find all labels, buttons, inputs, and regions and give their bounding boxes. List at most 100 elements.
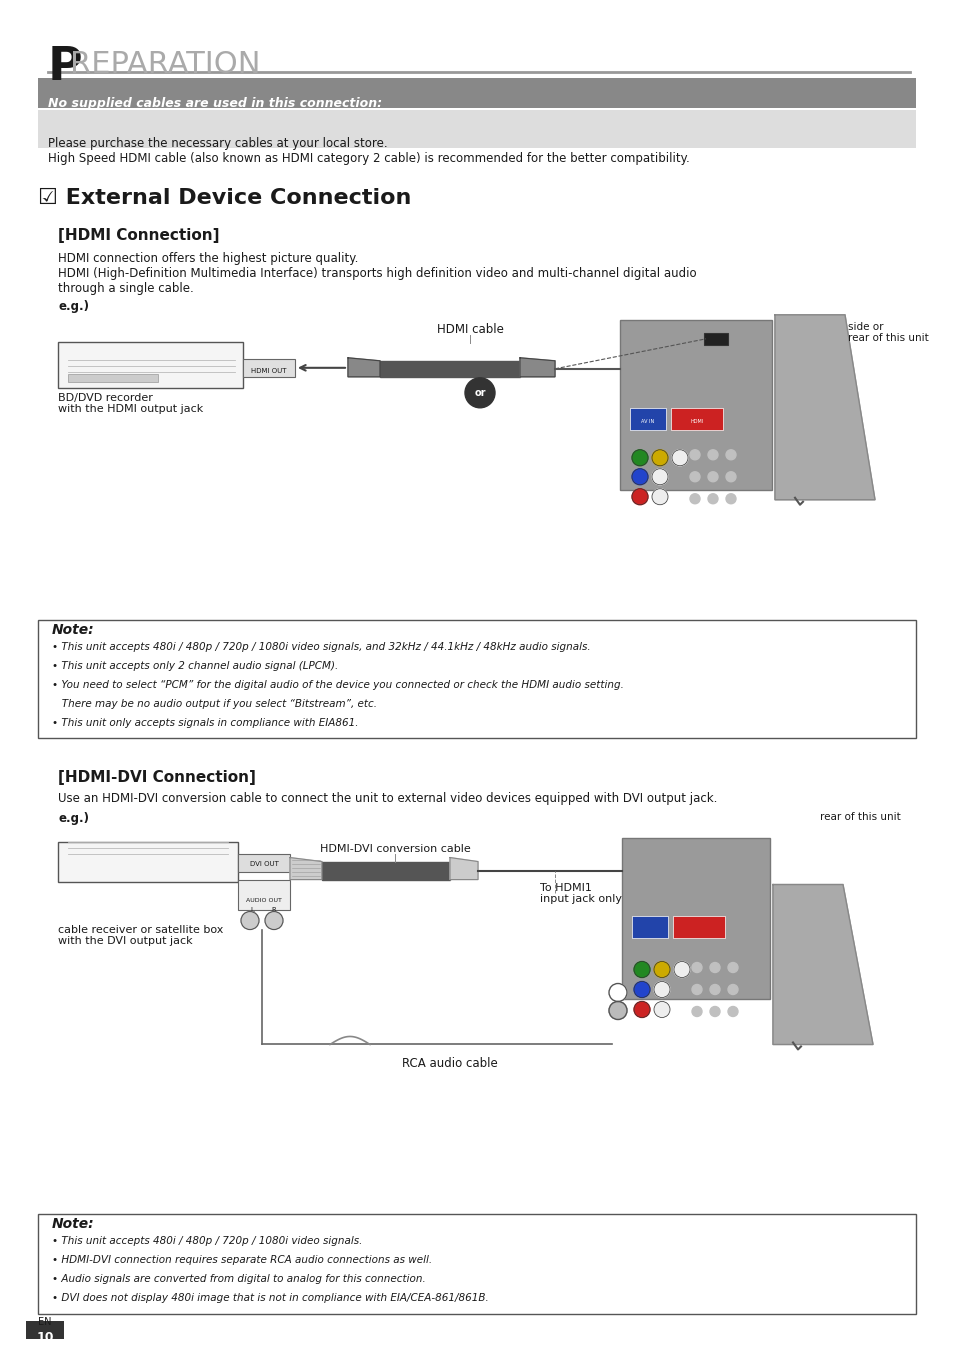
Text: 10: 10 xyxy=(36,1332,53,1344)
FancyBboxPatch shape xyxy=(243,359,294,377)
Circle shape xyxy=(689,493,700,504)
Circle shape xyxy=(265,911,283,930)
Circle shape xyxy=(725,472,735,481)
Circle shape xyxy=(673,961,689,977)
Text: [HDMI-DVI Connection]: [HDMI-DVI Connection] xyxy=(58,770,255,785)
Circle shape xyxy=(709,984,720,995)
Text: HDMI (High-Definition Multimedia Interface) transports high definition video and: HDMI (High-Definition Multimedia Interfa… xyxy=(58,267,696,280)
FancyBboxPatch shape xyxy=(38,620,915,737)
Text: • This unit accepts 480i / 480p / 720p / 1080i video signals.: • This unit accepts 480i / 480p / 720p /… xyxy=(52,1236,362,1247)
Text: Please purchase the necessary cables at your local store.: Please purchase the necessary cables at … xyxy=(48,137,387,150)
Polygon shape xyxy=(379,361,519,377)
Text: Note:: Note: xyxy=(52,623,94,636)
Circle shape xyxy=(727,984,738,995)
Text: e.g.): e.g.) xyxy=(58,299,89,313)
Polygon shape xyxy=(519,357,555,377)
Circle shape xyxy=(634,1002,649,1018)
Text: HDMI-DVI conversion cable: HDMI-DVI conversion cable xyxy=(319,844,470,853)
Circle shape xyxy=(631,489,647,504)
Text: Note:: Note: xyxy=(52,1217,94,1231)
FancyBboxPatch shape xyxy=(672,915,724,937)
Circle shape xyxy=(654,1002,669,1018)
Circle shape xyxy=(707,472,718,481)
Polygon shape xyxy=(450,857,477,879)
Text: HDMI cable: HDMI cable xyxy=(436,322,503,336)
FancyBboxPatch shape xyxy=(629,408,665,430)
FancyBboxPatch shape xyxy=(619,319,771,489)
Polygon shape xyxy=(772,884,872,1045)
Text: HDMI OUT: HDMI OUT xyxy=(251,368,287,373)
Text: AUDIO OUT: AUDIO OUT xyxy=(246,898,282,903)
FancyBboxPatch shape xyxy=(26,1321,64,1340)
FancyBboxPatch shape xyxy=(237,879,290,910)
Text: cable receiver or satellite box
with the DVI output jack: cable receiver or satellite box with the… xyxy=(58,925,223,946)
Circle shape xyxy=(631,469,647,485)
Circle shape xyxy=(654,981,669,998)
Text: rear of this unit: rear of this unit xyxy=(820,811,900,821)
FancyBboxPatch shape xyxy=(621,837,769,999)
Circle shape xyxy=(689,472,700,481)
FancyBboxPatch shape xyxy=(237,853,290,872)
Text: R: R xyxy=(272,907,276,913)
Text: RCA audio cable: RCA audio cable xyxy=(402,1057,497,1070)
Circle shape xyxy=(709,962,720,972)
Circle shape xyxy=(725,493,735,504)
Circle shape xyxy=(671,450,687,466)
Text: No supplied cables are used in this connection:: No supplied cables are used in this conn… xyxy=(48,97,382,111)
Circle shape xyxy=(727,962,738,972)
FancyBboxPatch shape xyxy=(631,915,667,937)
FancyBboxPatch shape xyxy=(58,841,237,882)
Text: There may be no audio output if you select “Bitstream”, etc.: There may be no audio output if you sele… xyxy=(52,698,376,709)
Polygon shape xyxy=(290,857,322,879)
FancyBboxPatch shape xyxy=(38,78,915,108)
Circle shape xyxy=(691,962,701,972)
Text: P: P xyxy=(48,44,83,90)
Text: • This unit only accepts signals in compliance with EIA861.: • This unit only accepts signals in comp… xyxy=(52,717,358,728)
FancyBboxPatch shape xyxy=(68,373,158,381)
Text: through a single cable.: through a single cable. xyxy=(58,282,193,295)
Circle shape xyxy=(608,984,626,1002)
Text: • Audio signals are converted from digital to analog for this connection.: • Audio signals are converted from digit… xyxy=(52,1274,425,1285)
Text: AV IN: AV IN xyxy=(640,419,654,423)
Circle shape xyxy=(631,450,647,466)
Text: • DVI does not display 480i image that is not in compliance with EIA/CEA-861/861: • DVI does not display 480i image that i… xyxy=(52,1293,488,1304)
Circle shape xyxy=(689,450,700,460)
Circle shape xyxy=(654,961,669,977)
Text: • HDMI-DVI connection requires separate RCA audio connections as well.: • HDMI-DVI connection requires separate … xyxy=(52,1255,432,1266)
Circle shape xyxy=(727,1007,738,1016)
Text: [HDMI Connection]: [HDMI Connection] xyxy=(58,228,219,243)
Circle shape xyxy=(707,450,718,460)
FancyBboxPatch shape xyxy=(38,111,915,148)
FancyBboxPatch shape xyxy=(38,1215,915,1314)
Circle shape xyxy=(651,450,667,466)
Text: DVI OUT: DVI OUT xyxy=(250,860,278,867)
Text: • This unit accepts 480i / 480p / 720p / 1080i video signals, and 32kHz / 44.1kH: • This unit accepts 480i / 480p / 720p /… xyxy=(52,642,590,651)
Text: HDMI connection offers the highest picture quality.: HDMI connection offers the highest pictu… xyxy=(58,252,358,264)
Circle shape xyxy=(464,377,495,408)
Circle shape xyxy=(651,469,667,485)
Circle shape xyxy=(241,911,258,930)
Polygon shape xyxy=(348,357,379,377)
Text: e.g.): e.g.) xyxy=(58,811,89,825)
Text: EN: EN xyxy=(38,1317,51,1328)
Text: Use an HDMI-DVI conversion cable to connect the unit to external video devices e: Use an HDMI-DVI conversion cable to conn… xyxy=(58,791,717,805)
Polygon shape xyxy=(774,315,874,500)
Text: HDMI: HDMI xyxy=(690,419,703,423)
Text: • You need to select “PCM” for the digital audio of the device you connected or : • You need to select “PCM” for the digit… xyxy=(52,679,623,690)
Polygon shape xyxy=(322,861,450,879)
Text: side or
rear of this unit: side or rear of this unit xyxy=(847,322,928,344)
FancyBboxPatch shape xyxy=(670,408,722,430)
Circle shape xyxy=(634,981,649,998)
Text: L: L xyxy=(250,907,253,913)
Text: BD/DVD recorder
with the HDMI output jack: BD/DVD recorder with the HDMI output jac… xyxy=(58,392,203,414)
Text: or: or xyxy=(474,388,485,398)
Circle shape xyxy=(608,1002,626,1019)
Circle shape xyxy=(691,984,701,995)
FancyBboxPatch shape xyxy=(58,342,243,388)
Text: ☑ External Device Connection: ☑ External Device Connection xyxy=(38,187,411,208)
FancyBboxPatch shape xyxy=(703,333,727,345)
Circle shape xyxy=(634,961,649,977)
Circle shape xyxy=(691,1007,701,1016)
Circle shape xyxy=(651,489,667,504)
Circle shape xyxy=(725,450,735,460)
